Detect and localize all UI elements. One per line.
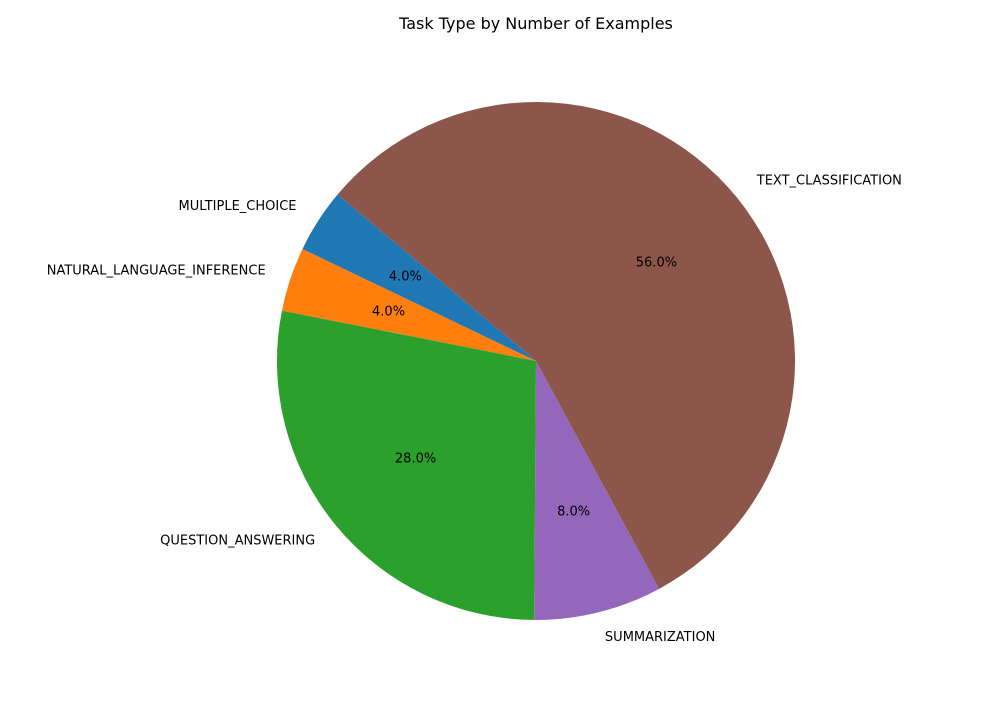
pie-category-label-multiple-choice: MULTIPLE_CHOICE bbox=[179, 199, 297, 214]
pie-slice-text-classification bbox=[337, 101, 795, 589]
pie-value-label-summarization: 8.0% bbox=[557, 504, 590, 519]
pie-value-label-multiple-choice: 4.0% bbox=[389, 269, 422, 284]
pie-value-label-natural-language-inference: 4.0% bbox=[372, 304, 405, 319]
pie-slices bbox=[277, 101, 795, 620]
pie-value-label-question-answering: 28.0% bbox=[395, 452, 436, 467]
pie-labels: 4.0% MULTIPLE_CHOICE 4.0% NATURAL_LANGUAGE_… bbox=[47, 173, 902, 645]
pie-category-label-summarization: SUMMARIZATION bbox=[605, 630, 715, 645]
pie-category-label-question-answering: QUESTION_ANSWERING bbox=[160, 534, 315, 549]
pie-value-label-text-classification: 56.0% bbox=[636, 255, 677, 270]
pie-slice-multiple-choice bbox=[302, 194, 536, 361]
pie-slice-question-answering bbox=[277, 310, 536, 620]
chart-title: Task Type by Number of Examples bbox=[398, 14, 673, 33]
pie-slice-natural-language-inference bbox=[281, 249, 536, 361]
pie-category-label-natural-language-inference: NATURAL_LANGUAGE_INFERENCE bbox=[47, 264, 266, 279]
pie-category-label-text-classification: TEXT_CLASSIFICATION bbox=[756, 173, 902, 188]
pie-slice-summarization bbox=[534, 361, 660, 620]
